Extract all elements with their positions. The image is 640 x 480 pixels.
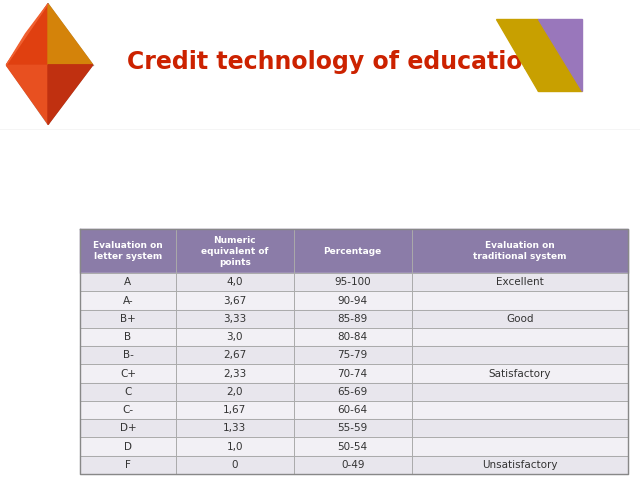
Bar <box>80 346 176 364</box>
Bar <box>412 401 628 419</box>
Text: 3,33: 3,33 <box>223 314 246 324</box>
Text: 50-54: 50-54 <box>337 442 368 452</box>
Text: Evaluation on
letter system: Evaluation on letter system <box>93 241 163 261</box>
Bar <box>412 328 628 346</box>
Bar <box>412 346 628 364</box>
Text: C+: C+ <box>120 369 136 379</box>
Polygon shape <box>48 4 93 65</box>
Bar <box>176 437 294 456</box>
Text: 70-74: 70-74 <box>337 369 368 379</box>
Text: 2,67: 2,67 <box>223 350 246 360</box>
Text: 75-79: 75-79 <box>337 350 368 360</box>
Bar <box>80 328 176 346</box>
Text: 4,0: 4,0 <box>227 277 243 288</box>
Bar <box>176 346 294 364</box>
Bar <box>176 273 294 291</box>
Polygon shape <box>538 19 582 91</box>
Text: 3,67: 3,67 <box>223 296 246 306</box>
Bar <box>294 328 412 346</box>
Bar <box>80 310 176 328</box>
Text: F: F <box>125 460 131 470</box>
Bar <box>80 291 176 310</box>
Text: B+: B+ <box>120 314 136 324</box>
Bar <box>80 229 628 273</box>
Bar <box>294 291 412 310</box>
Text: 2,0: 2,0 <box>227 387 243 397</box>
Bar <box>176 310 294 328</box>
Text: 80-84: 80-84 <box>337 332 368 342</box>
Bar <box>176 383 294 401</box>
Text: D: D <box>124 442 132 452</box>
Bar <box>294 346 412 364</box>
Bar <box>412 437 628 456</box>
Text: 1,33: 1,33 <box>223 423 246 433</box>
Text: 85-89: 85-89 <box>337 314 368 324</box>
Bar <box>294 364 412 383</box>
Text: C: C <box>124 387 132 397</box>
Bar <box>176 456 294 474</box>
Bar <box>294 401 412 419</box>
Bar <box>80 419 176 437</box>
Bar <box>412 456 628 474</box>
Text: Unsatisfactory: Unsatisfactory <box>482 460 557 470</box>
Bar <box>176 401 294 419</box>
Text: Satisfactory: Satisfactory <box>488 369 551 379</box>
Text: Excellent: Excellent <box>496 277 543 288</box>
Text: B: B <box>124 332 131 342</box>
Text: Good: Good <box>506 314 534 324</box>
Bar <box>80 456 176 474</box>
Bar <box>176 328 294 346</box>
Text: Numeric
equivalent of
points: Numeric equivalent of points <box>201 236 269 267</box>
Bar <box>412 310 628 328</box>
Text: 65-69: 65-69 <box>337 387 368 397</box>
Bar <box>80 273 176 291</box>
Bar <box>176 364 294 383</box>
Text: Evaluation on
traditional system: Evaluation on traditional system <box>473 241 566 261</box>
Text: 2,33: 2,33 <box>223 369 246 379</box>
Bar <box>412 383 628 401</box>
Text: C-: C- <box>122 405 134 415</box>
Text: to the digital equivalent on four-point system: to the digital equivalent on four-point … <box>191 195 449 205</box>
Polygon shape <box>6 65 48 124</box>
Bar <box>80 364 176 383</box>
Text: A: A <box>124 277 131 288</box>
Bar <box>412 273 628 291</box>
Bar <box>176 419 294 437</box>
Bar <box>412 364 628 383</box>
Bar <box>294 383 412 401</box>
Text: B-: B- <box>122 350 133 360</box>
Bar <box>412 291 628 310</box>
Bar <box>80 383 176 401</box>
Bar <box>176 291 294 310</box>
Text: D+: D+ <box>120 423 136 433</box>
Text: A-: A- <box>123 296 133 306</box>
Text: 60-64: 60-64 <box>337 405 368 415</box>
Polygon shape <box>48 65 93 124</box>
Bar <box>294 310 412 328</box>
Bar <box>80 437 176 456</box>
Bar <box>294 273 412 291</box>
Text: 0-49: 0-49 <box>341 460 364 470</box>
Bar <box>294 437 412 456</box>
Bar <box>412 419 628 437</box>
Polygon shape <box>6 4 48 65</box>
Polygon shape <box>538 19 582 91</box>
Text: Credit technology of education: Credit technology of education <box>127 50 539 74</box>
Bar <box>294 419 412 437</box>
Text: 90-94: 90-94 <box>337 296 368 306</box>
Text: Letter system of evaluation of educational achievements of students correspondin: Letter system of evaluation of education… <box>81 155 559 165</box>
Text: 3,0: 3,0 <box>227 332 243 342</box>
Text: 1,0: 1,0 <box>227 442 243 452</box>
Text: Percentage: Percentage <box>323 247 381 256</box>
Polygon shape <box>496 19 538 91</box>
Polygon shape <box>6 4 48 65</box>
Bar <box>80 401 176 419</box>
Text: 95-100: 95-100 <box>334 277 371 288</box>
Bar <box>294 456 412 474</box>
Text: 0: 0 <box>232 460 238 470</box>
Text: 55-59: 55-59 <box>337 423 368 433</box>
Text: 1,67: 1,67 <box>223 405 246 415</box>
